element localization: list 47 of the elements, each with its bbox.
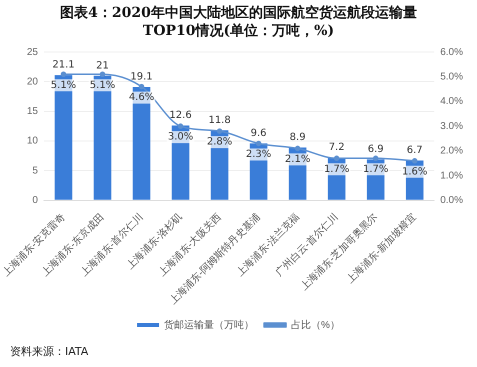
y2-tick-label: 5.0% [440, 71, 464, 82]
legend-label: 占比（%） [291, 318, 340, 331]
chart-title: 图表4：2020年中国大陆地区的国际航空货运航段运输量TOP10情况(单位：万吨，%) [59, 4, 418, 40]
text: 资料来源：IATA [10, 344, 88, 359]
y-tick-label: 25 [26, 46, 38, 58]
data-label: 6.9 [368, 144, 384, 155]
data-label: 19.1 [130, 72, 153, 83]
data-label: 7.2 [328, 142, 345, 154]
y2-tick-label: 1.0% [440, 170, 464, 182]
data-label: 6.7 [406, 145, 423, 156]
data-label: 12.6 [169, 110, 192, 122]
y-tick-label: 15 [26, 106, 38, 118]
y2-tick-label: 3.0% [440, 120, 464, 132]
data-label: 2.8% [206, 136, 232, 148]
data-label: 1.7% [362, 164, 388, 175]
point [294, 146, 300, 152]
legend-label: 货邮运输量（万吨） [164, 318, 254, 331]
data-label: 8.9 [290, 132, 306, 144]
data-label: 9.6 [250, 128, 267, 139]
point [412, 158, 418, 164]
point [256, 140, 262, 146]
data-label: 4.6% [128, 92, 154, 104]
data-label: 5.1% [50, 80, 76, 91]
point [178, 123, 184, 129]
data-label: 21.1 [52, 60, 75, 71]
point [372, 156, 378, 162]
y2-tick-label: 6.0% [440, 46, 464, 58]
data-label: 21 [96, 60, 109, 72]
y2-tick-label: 4.0% [440, 96, 464, 108]
data-label: 3.0% [168, 132, 194, 143]
data-label: 1.7% [324, 164, 350, 175]
data-label: 2.1% [284, 154, 310, 165]
y-tick-label: 5 [32, 165, 38, 176]
y-tick-label: 10 [26, 136, 38, 147]
point [138, 84, 144, 90]
data-label: 1.6% [402, 166, 428, 178]
point [100, 71, 106, 77]
point [334, 156, 340, 162]
point [216, 128, 222, 134]
y-tick-label: 20 [26, 76, 38, 88]
y2-tick-label: 2.0% [440, 146, 464, 157]
y2-tick-label: 0.0% [440, 195, 464, 206]
data-label: 11.8 [208, 114, 231, 126]
y-tick-label: 0 [32, 195, 38, 206]
point [60, 71, 66, 77]
data-label: 2.3% [246, 149, 272, 160]
data-label: 5.1% [90, 80, 116, 91]
